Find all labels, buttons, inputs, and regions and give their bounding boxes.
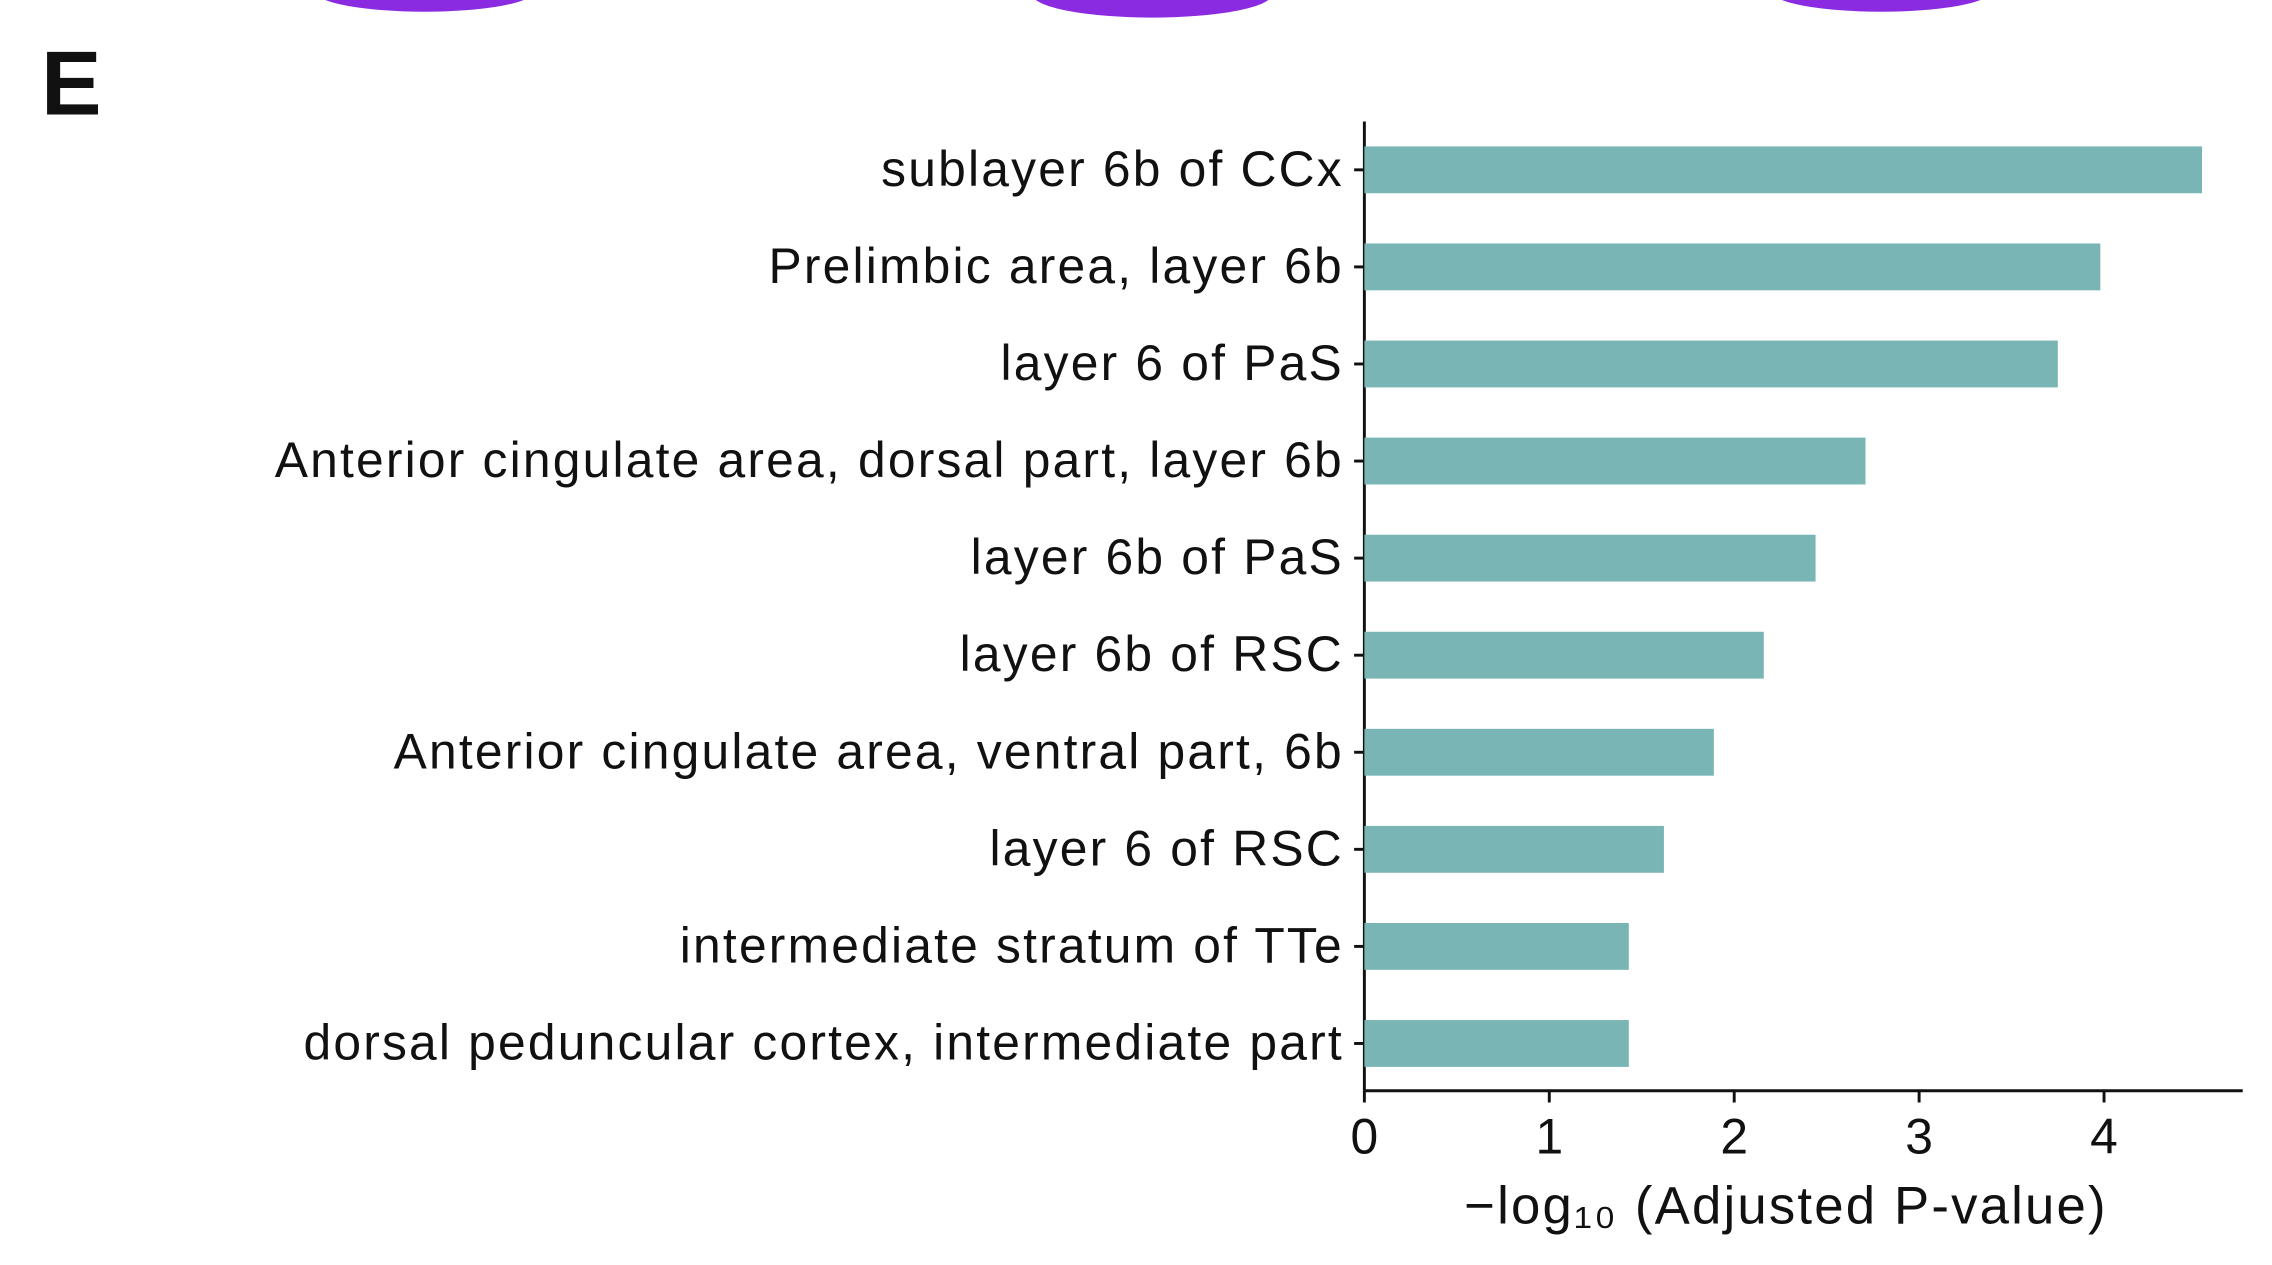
bar [1364, 1020, 1629, 1067]
bar [1364, 243, 2101, 291]
bar [1364, 437, 1866, 485]
bar [1364, 146, 2203, 194]
x-tick-label: 0 [1351, 1109, 1379, 1165]
decoration [325, 0, 524, 12]
bar [1364, 922, 1629, 970]
y-tick-label: layer 6b of PaS [971, 529, 1344, 585]
bar [1364, 825, 1664, 873]
panel-label: E [41, 34, 102, 135]
x-tick-label: 1 [1535, 1109, 1563, 1165]
y-tick-label: layer 6 of PaS [1001, 335, 1344, 391]
y-tick-label: Anterior cingulate area, ventral part, 6… [394, 723, 1344, 779]
y-tick-label: dorsal peduncular cortex, intermediate p… [303, 1015, 1343, 1071]
y-tick-label: layer 6 of RSC [990, 820, 1344, 876]
y-tick-label: layer 6b of RSC [960, 626, 1344, 682]
bar [1364, 534, 1816, 582]
y-tick-label: Prelimbic area, layer 6b [768, 238, 1343, 294]
x-tick-label: 2 [1720, 1109, 1748, 1165]
decoration [1035, 0, 1269, 18]
y-tick-label: intermediate stratum of TTe [680, 917, 1344, 973]
y-tick-label: Anterior cingulate area, dorsal part, la… [275, 432, 1344, 488]
bar [1364, 340, 2058, 388]
x-tick-label: 4 [2090, 1109, 2118, 1165]
bar [1364, 728, 1714, 776]
x-tick-label: 3 [1905, 1109, 1933, 1165]
bar [1364, 631, 1764, 679]
decoration [1781, 0, 1981, 12]
y-tick-label: sublayer 6b of CCx [881, 141, 1344, 197]
x-axis-title: −log₁₀ (Adjusted P-value) [1464, 1176, 2108, 1235]
